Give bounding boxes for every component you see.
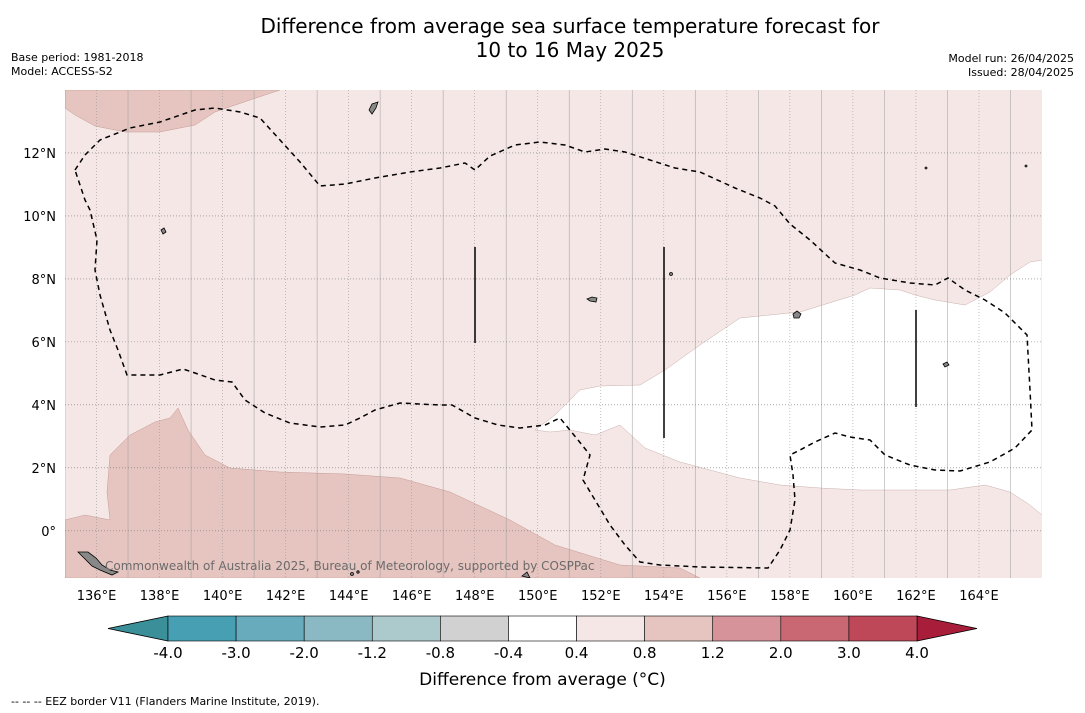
colorbar-segment	[712, 615, 782, 642]
island-chuuk	[586, 296, 598, 303]
longitude-label: 144°E	[329, 589, 369, 604]
island-small-3	[924, 166, 928, 170]
model-name: Model: ACCESS-S2	[11, 65, 113, 78]
colorbar-tick-label: 4.0	[905, 644, 929, 662]
colorbar: -4.0 -3.0 -2.0 -1.2 -0.8 -0.4 0.4 0.8 1.2 2.0 3.0 4…	[107, 615, 978, 662]
map-area: Commonwealth of Australia 2025, Bureau o…	[65, 90, 1042, 578]
colorbar-tick-label: -4.0	[153, 644, 182, 662]
eez-border	[74, 107, 1033, 569]
colorbar-segment	[440, 615, 509, 642]
colorbar-label: Difference from average (°C)	[419, 670, 666, 690]
longitude-label: 136°E	[77, 589, 117, 604]
colorbar-segment	[508, 615, 577, 642]
colorbar-tick-label: -2.0	[290, 644, 319, 662]
colorbar-tick-label: 1.2	[701, 644, 725, 662]
issued-date: Issued: 28/04/2025	[967, 66, 1074, 79]
island-new-guinea-north	[77, 551, 120, 576]
latitude-label: 4°N	[32, 399, 57, 414]
colorbar-tick-label: 0.8	[633, 644, 657, 662]
latitude-label: 2°N	[32, 462, 57, 477]
longitude-label: 138°E	[140, 589, 180, 604]
longitude-label: 162°E	[896, 589, 936, 604]
longitude-label: 140°E	[203, 589, 243, 604]
island-yap	[160, 227, 167, 235]
latitude-label: 12°N	[23, 147, 56, 162]
colorbar-over-triangle	[916, 615, 978, 642]
colorbar-tick-label: 0.4	[565, 644, 589, 662]
longitude-label: 156°E	[707, 589, 747, 604]
colorbar-segment	[780, 615, 850, 642]
latitude-label: 0°	[41, 525, 56, 540]
island-small-2	[1024, 164, 1028, 168]
colorbar-tick-label: -0.4	[494, 644, 523, 662]
island-kosrae	[942, 361, 950, 368]
anomaly-fill-0.8-1.2-north	[65, 90, 281, 133]
colorbar-under-triangle	[107, 615, 169, 642]
colorbar-tick-label: -0.8	[426, 644, 455, 662]
colorbar-tick-label: 3.0	[837, 644, 861, 662]
island-manus	[521, 571, 531, 578]
colorbar-tick-label: 2.0	[769, 644, 793, 662]
colorbar-segment	[235, 615, 305, 642]
title-line-2: 10 to 16 May 2025	[475, 38, 665, 62]
meta-left: Base period: 1981-2018 Model: ACCESS-S2	[11, 51, 143, 79]
base-period: Base period: 1981-2018	[11, 51, 144, 64]
latitude-label: 8°N	[32, 273, 57, 288]
colorbar-segment	[576, 615, 645, 642]
colorbar-segment	[303, 615, 373, 642]
eez-footnote: -- -- -- EEZ border V11 (Flanders Marine…	[11, 695, 320, 708]
longitude-label: 164°E	[959, 589, 999, 604]
longitude-label: 150°E	[518, 589, 558, 604]
longitude-label: 154°E	[644, 589, 684, 604]
copyright-text: Commonwealth of Australia 2025, Bureau o…	[105, 559, 595, 573]
longitude-label: 158°E	[770, 589, 810, 604]
longitude-label: 142°E	[266, 589, 306, 604]
map-title: Difference from average sea surface temp…	[0, 14, 1085, 62]
latitude-label: 6°N	[32, 336, 57, 351]
latitude-labels: 12°N 10°N 8°N 6°N 4°N 2°N 0°	[23, 147, 56, 540]
colorbar-tick-label: -3.0	[221, 644, 250, 662]
colorbar-segment	[167, 615, 237, 642]
colorbar-segment	[848, 615, 918, 642]
longitude-label: 160°E	[833, 589, 873, 604]
longitude-label: 148°E	[455, 589, 495, 604]
meta-right: Model run: 26/04/2025 Issued: 28/04/2025	[948, 52, 1074, 80]
island-small-1	[669, 272, 673, 276]
longitude-labels: 136°E 138°E 140°E 142°E 144°E 146°E 148°E 150°E…	[77, 589, 999, 604]
island-guam	[368, 101, 379, 115]
colorbar-segment	[644, 615, 714, 642]
colorbar-segment	[371, 615, 441, 642]
longitude-label: 152°E	[581, 589, 621, 604]
island-small-4	[350, 572, 354, 576]
latitude-label: 10°N	[23, 210, 56, 225]
islands	[77, 101, 1028, 578]
model-run: Model run: 26/04/2025	[948, 52, 1074, 65]
anomaly-fill-0.8-1.2-south	[65, 407, 701, 578]
gridlines	[65, 90, 1042, 578]
island-small-5	[356, 570, 360, 574]
colorbar-tick-label: -1.2	[358, 644, 387, 662]
island-pohnpei	[792, 310, 802, 319]
longitude-label: 146°E	[392, 589, 432, 604]
title-line-1: Difference from average sea surface temp…	[260, 14, 880, 38]
